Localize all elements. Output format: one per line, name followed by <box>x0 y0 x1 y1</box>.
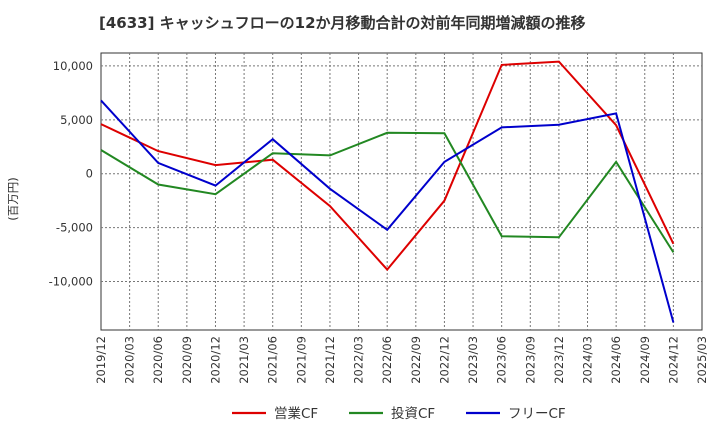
x-tick-label: 2024/06 <box>609 336 623 384</box>
y-tick-label: 0 <box>86 167 93 181</box>
x-tick-label: 2023/12 <box>552 336 566 384</box>
x-tick-label: 2023/06 <box>495 336 509 384</box>
legend-item: 営業CF <box>232 406 318 422</box>
x-tick-label: 2025/03 <box>695 336 709 384</box>
x-tick-label: 2020/06 <box>151 336 165 384</box>
series-lines <box>100 60 675 323</box>
legend-label: 営業CF <box>274 406 318 422</box>
series-line <box>100 131 675 253</box>
y-tick-label: -5,000 <box>56 221 93 235</box>
y-axis-label: (百万円) <box>6 177 20 220</box>
x-tick-label: 2021/06 <box>266 336 280 384</box>
x-tick-label: 2022/09 <box>409 336 423 384</box>
x-tick-label: 2024/09 <box>638 336 652 384</box>
x-axis: 2019/12 2020/03 2020/06 2020/09 2020/12 2021/… <box>94 336 709 384</box>
legend-item: フリーCF <box>466 406 566 422</box>
x-tick-label: 2024/03 <box>581 336 595 384</box>
chart-title: [4633] キャッシュフローの12か月移動合計の対前年同期増減額の推移 <box>99 14 586 32</box>
legend-label: 投資CF <box>391 406 435 422</box>
x-tick-label: 2020/03 <box>123 336 137 384</box>
y-tick-label: -10,000 <box>49 274 93 288</box>
y-tick-label: 10,000 <box>53 59 93 73</box>
legend-item: 投資CF <box>349 406 435 422</box>
x-tick-label: 2023/03 <box>466 336 480 384</box>
x-tick-label: 2021/03 <box>237 336 251 384</box>
x-tick-label: 2022/03 <box>352 336 366 384</box>
legend-label: フリーCF <box>508 406 566 422</box>
y-axis: 10,000 5,000 0 -5,000 -10,000 <box>49 59 93 289</box>
x-tick-label: 2020/12 <box>208 336 222 384</box>
x-tick-label: 2021/09 <box>294 336 308 384</box>
x-tick-label: 2019/12 <box>94 336 108 384</box>
x-tick-label: 2024/12 <box>666 336 680 384</box>
y-tick-label: 5,000 <box>60 113 93 127</box>
x-tick-label: 2022/12 <box>437 336 451 384</box>
grid-lines <box>101 53 702 330</box>
x-tick-label: 2023/09 <box>523 336 537 384</box>
series-line <box>100 60 675 272</box>
series-line <box>100 99 675 323</box>
legend: 営業CF 投資CF フリーCF <box>232 406 566 422</box>
x-tick-label: 2020/09 <box>180 336 194 384</box>
x-tick-label: 2021/12 <box>323 336 337 384</box>
x-tick-label: 2022/06 <box>380 336 394 384</box>
plot-area <box>100 52 703 331</box>
